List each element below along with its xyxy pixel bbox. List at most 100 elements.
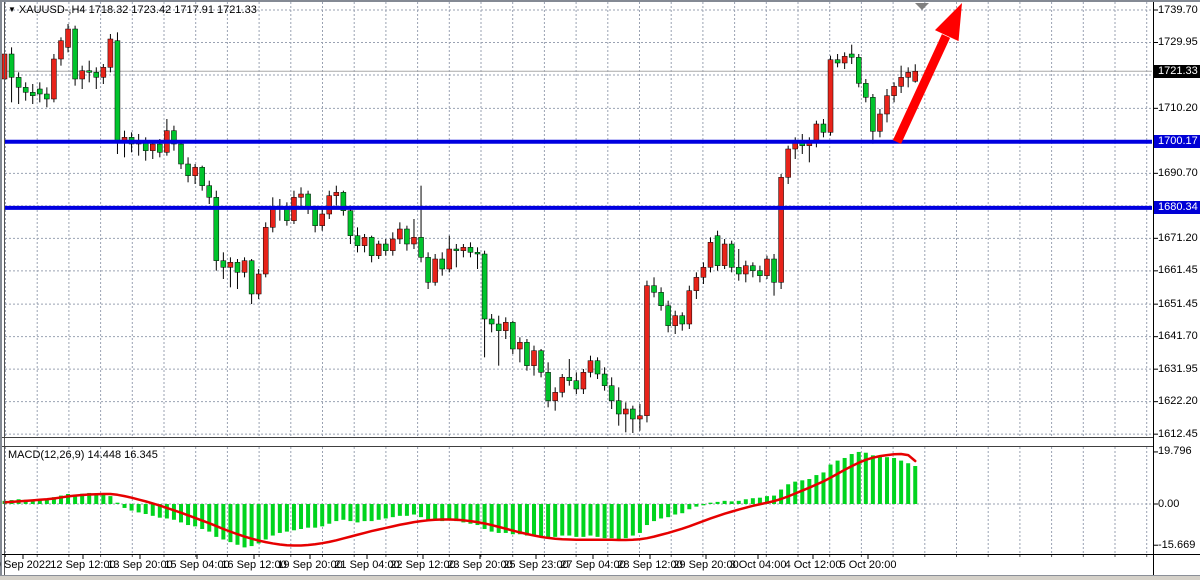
candle-down — [665, 305, 671, 326]
macd-histogram-bar — [496, 504, 501, 533]
macd-histogram-bar — [284, 504, 289, 532]
macd-histogram-bar — [207, 504, 212, 532]
macd-histogram-bar — [532, 504, 536, 536]
candle-down — [870, 97, 876, 132]
macd-histogram-bar — [447, 504, 452, 520]
candle-down — [848, 53, 855, 58]
macd-histogram-bar — [489, 504, 494, 532]
candle-down — [630, 408, 636, 420]
candle-up — [150, 143, 156, 151]
symbol-dropdown-icon[interactable]: ▼ — [8, 5, 16, 14]
macd-signal-line — [3, 452, 917, 547]
macd-histogram-bar — [299, 504, 304, 529]
time-axis-label: 29 Sep 20:00 — [673, 559, 739, 571]
time-axis-label: 21 Sep 04:00 — [334, 559, 400, 571]
candle-down — [213, 197, 220, 261]
macd-indicator-label: MACD(12,26,9) 14.448 16.345 — [8, 449, 158, 461]
macd-histogram-bar — [228, 504, 233, 543]
macd-histogram-bar — [870, 455, 875, 504]
candle-down — [72, 28, 78, 80]
macd-histogram-bar — [482, 504, 487, 529]
macd-histogram-bar — [913, 466, 918, 504]
candle-down — [481, 253, 488, 320]
macd-histogram-bar — [291, 504, 296, 531]
macd-histogram-bar — [644, 504, 649, 526]
candle-down — [185, 163, 191, 176]
macd-histogram-bar — [842, 457, 847, 504]
candle-down — [425, 257, 431, 283]
trend-arrow-shaft[interactable] — [892, 34, 951, 144]
macd-histogram-bar — [115, 502, 120, 504]
macd-histogram-bar — [885, 457, 889, 504]
candle-down — [488, 318, 495, 325]
time-axis-label: 25 Sep 23:00 — [503, 559, 569, 571]
candle-up — [700, 267, 707, 278]
candle-down — [679, 315, 686, 325]
candle-up — [326, 195, 333, 215]
macd-histogram-bar — [800, 480, 805, 504]
candle-up — [884, 95, 890, 115]
candle-down — [354, 235, 361, 246]
macd-histogram-bar — [743, 499, 748, 504]
macd-histogram-bar — [560, 504, 565, 536]
trend-arrow-head[interactable] — [934, 3, 962, 42]
macd-histogram-bar — [659, 504, 664, 519]
candle-up — [319, 213, 325, 226]
candle-down — [368, 237, 375, 256]
macd-histogram-bar — [404, 504, 409, 516]
macd-histogram-bar — [567, 504, 572, 536]
macd-histogram-bar — [320, 504, 325, 527]
candle-up — [721, 243, 728, 266]
candle-down — [206, 185, 212, 198]
macd-histogram-bar — [673, 504, 678, 515]
price-axis-label: 1612.45 — [1158, 427, 1198, 440]
macd-histogram-bar — [193, 504, 198, 527]
candle-down — [495, 323, 502, 331]
macd-histogram-bar — [419, 504, 424, 518]
candle-up — [241, 260, 248, 273]
time-axis-label: 12 Sep 12:00 — [50, 559, 116, 571]
macd-histogram-bar — [609, 504, 614, 539]
macd-histogram-bar — [637, 504, 642, 533]
time-axis-label: 15 Sep 04:00 — [164, 559, 230, 571]
macd-histogram-bar — [588, 504, 593, 536]
candle-down — [157, 143, 163, 153]
candle-down — [114, 40, 121, 141]
macd-histogram-bar — [108, 496, 113, 504]
macd-histogram-bar — [468, 504, 473, 524]
macd-histogram-bar — [892, 457, 897, 504]
time-axis-label: 23 Sep 20:00 — [447, 559, 513, 571]
candle-up — [460, 247, 467, 251]
level-price-tag: 1680.34 — [1154, 201, 1200, 215]
candle-down — [340, 192, 347, 211]
time-axis-label: 13 Sep 20:00 — [107, 559, 173, 571]
candle-up — [375, 243, 382, 256]
candle-down — [199, 167, 205, 186]
candle-up — [79, 70, 85, 80]
macd-histogram-bar — [906, 463, 911, 504]
candle-up — [912, 70, 918, 82]
candle-up — [841, 56, 848, 64]
macd-histogram-bar — [362, 504, 367, 522]
macd-histogram-bar — [510, 504, 515, 535]
macd-histogram-bar — [44, 498, 49, 504]
candle-down — [566, 377, 573, 381]
macd-histogram-bar — [729, 501, 734, 504]
macd-histogram-bar — [334, 504, 339, 522]
macd-histogram-bar — [242, 504, 247, 548]
candle-up — [707, 242, 714, 268]
macd-histogram-bar — [150, 504, 155, 516]
macd-histogram-bar — [517, 504, 522, 535]
macd-histogram-bar — [164, 504, 169, 519]
macd-histogram-bar — [58, 495, 63, 504]
candle-up — [192, 167, 198, 176]
window-frame-bottom — [0, 575, 1200, 580]
level-price-tag: 1700.17 — [1154, 135, 1200, 149]
candle-down — [312, 208, 318, 226]
macd-histogram-bar — [51, 497, 56, 504]
candle-down — [171, 130, 177, 145]
candle-up — [559, 377, 565, 393]
candle-up — [552, 392, 558, 401]
candle-down — [404, 228, 410, 245]
